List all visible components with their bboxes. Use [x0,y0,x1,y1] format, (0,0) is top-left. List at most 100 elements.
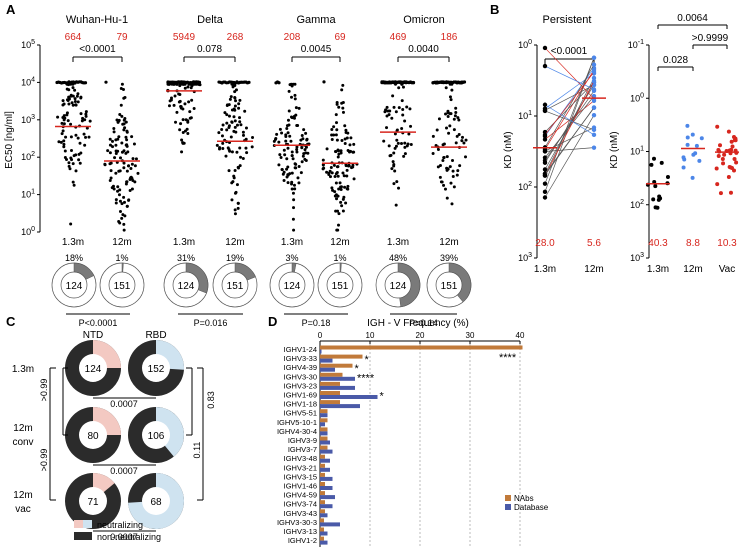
data-point [73,88,77,92]
data-point [337,212,341,216]
data-point [287,89,291,93]
data-point [67,97,71,101]
data-point [67,161,71,165]
data-point [693,151,698,156]
data-point [384,108,388,112]
data-point [282,178,286,182]
data-point [227,126,231,130]
data-point [111,145,115,149]
data-point [343,124,347,128]
data-point [79,151,83,155]
data-point [70,101,74,105]
data-point [542,102,548,107]
data-point [130,187,134,191]
data-point [337,187,341,191]
data-point [116,189,120,193]
data-point [651,156,656,161]
data-point [726,129,731,134]
paired-line [544,147,595,152]
neutralization-donut-hole [384,271,412,299]
data-point [230,120,234,124]
donut-count-label: 124 [390,281,407,292]
x-tick-label: 12m [112,237,131,248]
data-point [230,108,234,112]
data-point [397,106,401,110]
data-point [334,193,338,197]
data-point [715,182,720,187]
data-point [325,147,329,151]
data-point [236,206,240,210]
data-point [411,81,416,85]
data-point [103,163,107,167]
data-point [83,81,88,85]
data-point [117,193,121,197]
data-point [400,126,404,130]
bar-nabs [320,482,325,486]
data-point [175,82,179,86]
data-point [223,111,227,115]
data-point [288,134,292,138]
data-point [403,145,407,149]
data-point [234,99,238,103]
data-point [464,138,468,142]
data-point [241,133,245,137]
significance-mark: **** [499,352,517,364]
data-point [228,97,232,101]
data-point [343,141,347,145]
data-point [238,120,242,124]
paired-line [544,82,595,133]
v-gene-label: IGHV4-30-4 [277,427,317,436]
data-point [685,142,690,147]
data-point [191,82,195,86]
data-point [113,156,117,160]
data-point [84,112,88,116]
data-point [542,167,548,172]
data-point [118,112,122,116]
data-point [238,98,242,102]
data-point [300,146,304,150]
data-point [227,114,231,118]
data-point [238,164,242,168]
data-point [335,228,339,232]
data-point [178,128,182,132]
data-point [122,128,126,132]
data-point [125,144,129,148]
data-point [61,129,65,133]
data-point [289,115,293,119]
data-point [61,103,65,107]
data-point [230,150,234,154]
legend-swatch-nabs [505,495,511,501]
data-point [332,163,336,167]
data-point [286,118,290,122]
data-point [451,175,455,179]
bar-nabs [320,427,328,432]
data-point [124,151,128,155]
v-gene-label: IGHV1-24 [284,345,317,354]
data-point [295,150,299,154]
data-point [235,183,239,187]
data-point [181,107,185,111]
data-point [133,164,137,168]
data-point [287,109,291,113]
data-point [349,149,353,153]
data-point [122,96,126,100]
bar-nabs [320,381,340,386]
data-point [78,141,82,145]
data-point [251,136,255,140]
data-point [178,93,182,97]
data-point [69,222,73,226]
donut-count-label: 124 [66,281,83,292]
donut-percent-label: 39% [440,253,458,263]
donut-percent-label: 3% [285,253,298,263]
data-point [127,198,131,202]
data-point [591,112,597,118]
data-point [292,198,296,202]
data-point [351,165,355,169]
significance-mark: * [380,391,385,403]
data-point [239,155,243,159]
data-point [183,86,187,90]
data-point [62,122,66,126]
data-point [457,118,461,122]
data-point [283,153,287,157]
y-tick-label: 10-1 [628,39,644,50]
